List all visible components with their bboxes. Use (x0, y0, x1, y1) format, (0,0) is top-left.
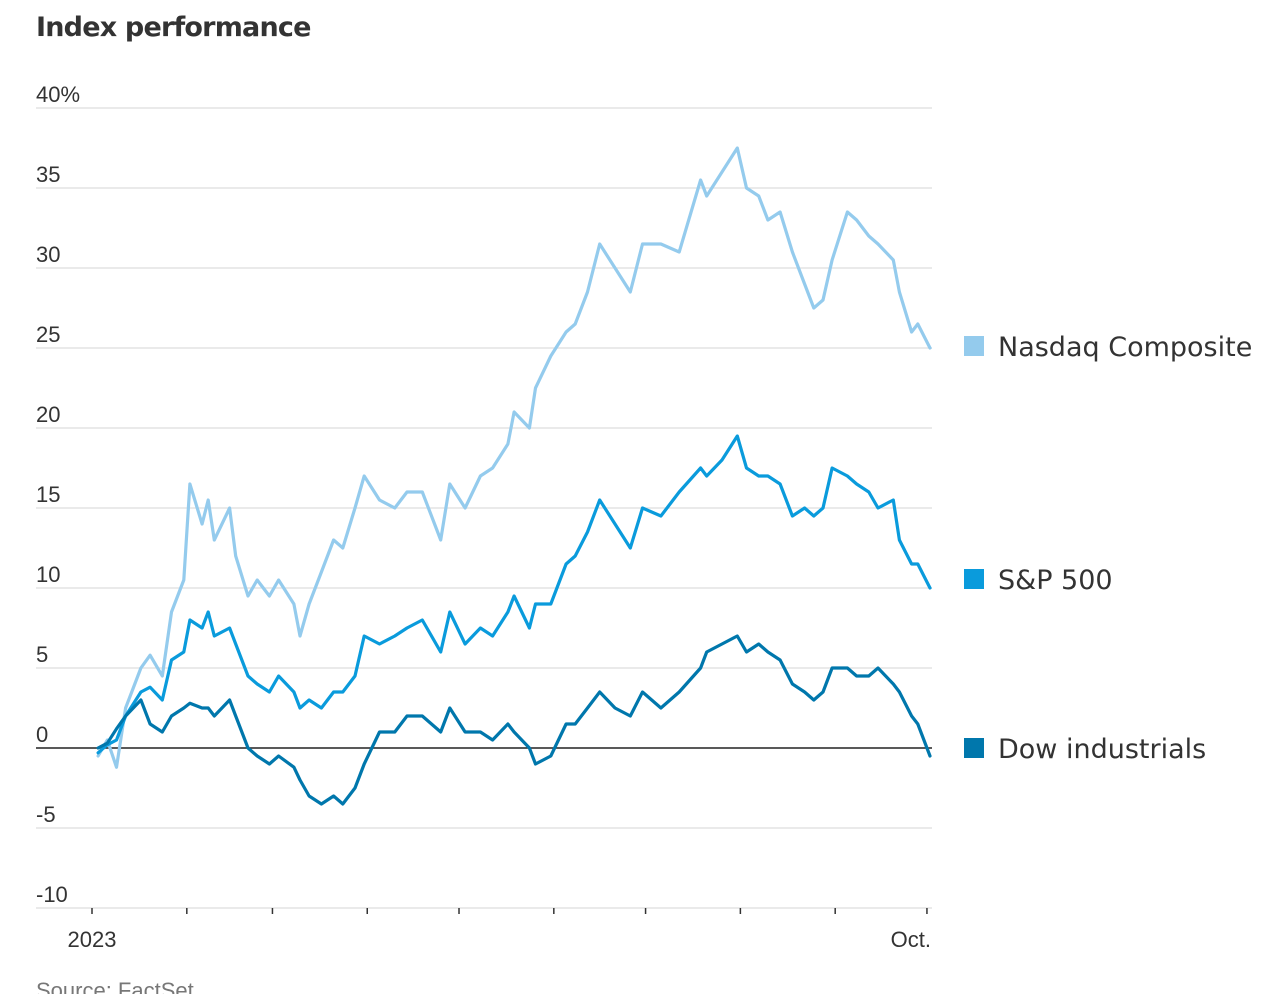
y-tick-label: -5 (36, 802, 56, 827)
series-line-1 (96, 434, 932, 755)
legend-label: Nasdaq Composite (998, 332, 1252, 363)
y-tick-label: -10 (36, 882, 68, 907)
x-tick-label: Oct. (891, 927, 931, 952)
legend-label: S&P 500 (998, 565, 1113, 596)
y-axis-tick-labels: 40% 35 30 25 20 15 10 5 0 -5 -10 (36, 82, 80, 907)
y-tick-label: 35 (36, 162, 60, 187)
y-tick-label: 15 (36, 482, 60, 507)
series-lines (96, 146, 932, 806)
series-line-0 (96, 146, 932, 769)
series-line-2 (96, 634, 932, 806)
y-tick-label: 40% (36, 82, 80, 107)
source-note: Source: FactSet (36, 978, 194, 994)
legend-swatch (964, 336, 984, 356)
y-tick-label: 0 (36, 722, 48, 747)
legend-swatch (964, 569, 984, 589)
y-tick-label: 30 (36, 242, 60, 267)
legend: Nasdaq Composite S&P 500 Dow industrials (964, 332, 1252, 765)
legend-swatch (964, 738, 984, 758)
gridlines (36, 107, 932, 909)
y-tick-label: 25 (36, 322, 60, 347)
legend-label: Dow industrials (998, 734, 1206, 765)
y-tick-label: 5 (36, 642, 48, 667)
x-axis: 2023 Oct. (68, 908, 931, 952)
x-tick-label: 2023 (68, 927, 117, 952)
y-tick-label: 10 (36, 562, 60, 587)
chart-title: Index performance (36, 12, 311, 43)
y-tick-label: 20 (36, 402, 60, 427)
